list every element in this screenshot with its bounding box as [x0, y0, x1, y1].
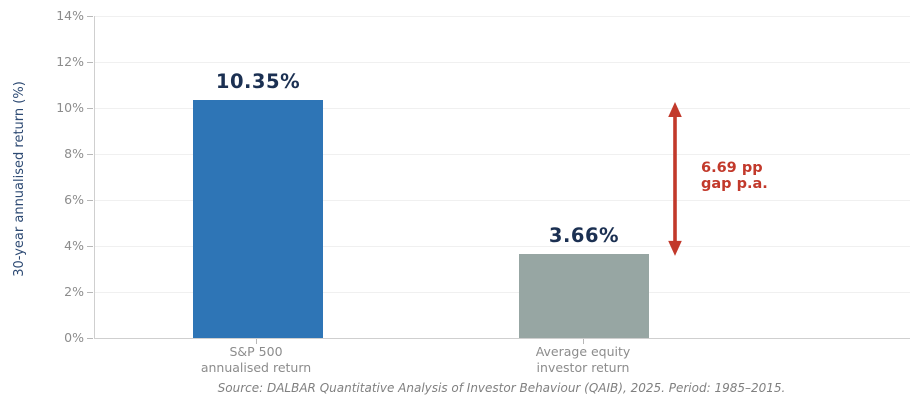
x-tick-sp500 — [256, 339, 257, 344]
y-tick-mark-6 — [87, 200, 93, 201]
bar-value-label-investor: 3.66% — [548, 223, 620, 247]
plot-area: 10.35% 3.66% 6.69 pp gap p.a. — [94, 16, 910, 339]
y-tick-label-4: 4% — [64, 238, 84, 253]
gap-annotation-line1: 6.69 pp — [701, 159, 763, 176]
gridline-6 — [95, 200, 910, 201]
y-tick-label-0: 0% — [64, 330, 84, 345]
y-tick-label-6: 6% — [64, 192, 84, 207]
source-note: Source: DALBAR Quantitative Analysis of … — [217, 381, 786, 395]
y-tick-label-12: 12% — [56, 54, 84, 69]
x-category-sp500-line2: annualised return — [200, 360, 312, 375]
x-category-investor-line1: Average equity — [535, 344, 631, 359]
y-tick-label-8: 8% — [64, 146, 84, 161]
bar-value-label-sp500: 10.35% — [215, 69, 301, 93]
gridline-12 — [95, 62, 910, 63]
y-tick-mark-10 — [87, 108, 93, 109]
x-category-sp500-line1: S&P 500 — [229, 344, 283, 359]
x-category-investor-line2: investor return — [536, 360, 630, 375]
gridline-8 — [95, 154, 910, 155]
y-tick-mark-12 — [87, 62, 93, 63]
y-tick-mark-0 — [87, 338, 93, 339]
y-tick-label-10: 10% — [56, 100, 84, 115]
x-tick-investor — [583, 339, 584, 344]
y-tick-mark-2 — [87, 292, 93, 293]
gridline-2 — [95, 292, 910, 293]
bar-average-investor — [519, 253, 649, 338]
y-tick-label-2: 2% — [64, 284, 84, 299]
y-tick-mark-8 — [87, 154, 93, 155]
gap-arrow-icon — [668, 101, 682, 256]
x-category-label-sp500: S&P 500 annualised return — [146, 344, 366, 376]
bar-sp500 — [193, 99, 323, 338]
gap-annotation-line2: gap p.a. — [701, 176, 768, 193]
x-category-label-investor: Average equity investor return — [473, 344, 693, 376]
gridline-10 — [95, 108, 910, 109]
y-tick-label-14: 14% — [56, 8, 84, 23]
y-tick-mark-14 — [87, 16, 93, 17]
y-tick-mark-4 — [87, 246, 93, 247]
gridline-4 — [95, 246, 910, 247]
gridline-14 — [95, 16, 910, 17]
gap-annotation: 6.69 pp gap p.a. — [701, 160, 768, 193]
